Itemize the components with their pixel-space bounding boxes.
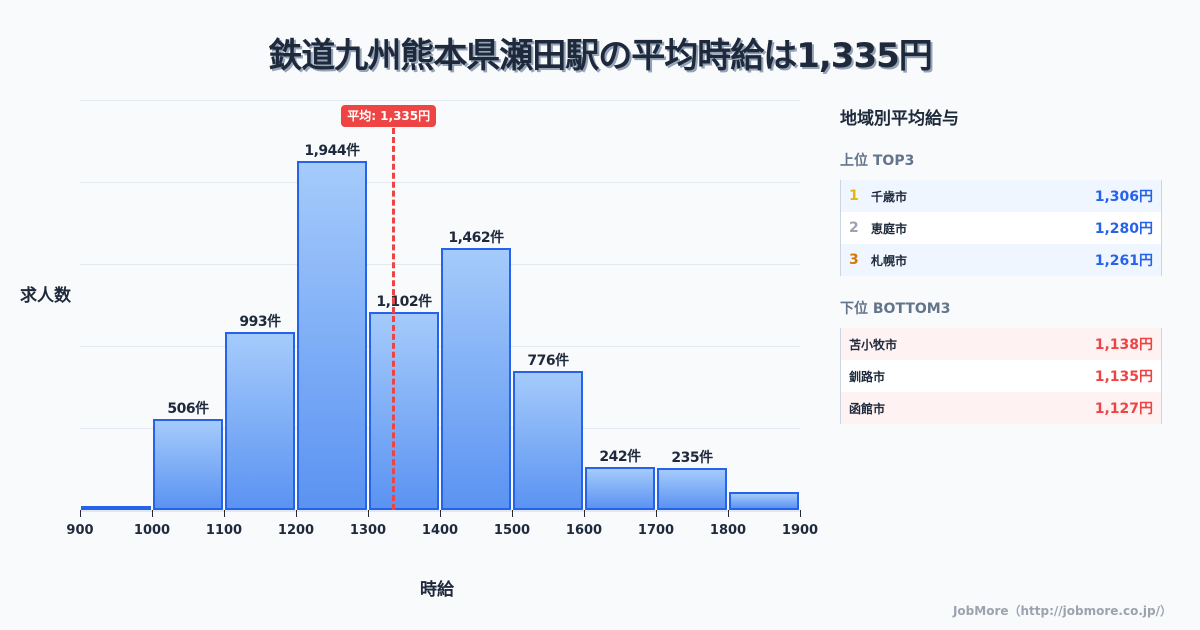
x-tick-label: 1900 [781,523,819,538]
bar-value-label: 1,462件 [448,229,504,246]
city-name: 函館市 [849,401,886,416]
histogram-bar [729,492,799,510]
city-wage: 1,261円 [1094,253,1153,269]
x-axis-label: 時給 [420,580,454,600]
city-wage: 1,127円 [1094,401,1153,417]
bar-value-label: 1,944件 [304,143,360,159]
bar-value-label: 993件 [239,313,281,330]
histogram-chart: 506件 993件 1,944件 1,102件 1,462件 776件 242件 235件 9… [20,100,818,600]
page-title: 鉄道九州熊本県瀬田駅の平均時給は1,335円 [268,36,933,76]
city-name: 釧路市 [849,369,886,384]
histogram-bar [369,312,439,510]
x-tick-label: 1300 [349,523,387,538]
top3-row: 2 恵庭市 1,280円 [841,212,1161,244]
city-name: 千歳市 [871,189,908,204]
gridline [80,100,800,101]
x-tick [296,510,297,517]
gridline [80,182,800,183]
city-name: 苫小牧市 [849,337,898,352]
histogram-bar [657,467,727,510]
histogram-bar [297,161,367,510]
bar-value-label: 235件 [671,449,713,466]
bar-value-label: 506件 [167,401,209,418]
gridline [80,346,800,347]
city-name: 札幌市 [871,253,908,268]
histogram-bar [225,331,295,510]
rank-number: 3 [849,252,859,268]
top3-table: 1 千歳市 1,306円 2 恵庭市 1,280円 3 札幌市 1,261円 [840,180,1162,276]
bottom3-table: 苫小牧市 1,138円 釧路市 1,135円 函館市 1,127円 [840,328,1162,424]
x-tick [224,510,225,517]
x-tick-label: 1500 [493,523,531,538]
city-wage: 1,306円 [1094,189,1153,205]
x-tick [656,510,657,517]
histogram-bar [441,247,511,510]
mean-badge: 平均: 1,335円 [341,105,437,127]
histogram-bar [81,506,151,510]
histogram-bar [153,419,223,510]
source-credit: JobMore（http://jobmore.co.jp/） [952,604,1172,618]
bar-value-label: 1,102件 [376,294,432,311]
histogram-bar [513,370,583,510]
histogram-bar [585,466,655,510]
gridline [80,428,800,429]
x-tick [512,510,513,517]
panel-title: 地域別平均給与 [840,109,959,129]
mean-line [392,128,396,510]
x-tick [368,510,369,517]
gridline [80,264,800,265]
bottom3-heading: 下位 BOTTOM3 [840,301,951,317]
x-tick-label: 1600 [565,523,603,538]
bar-value-label: 242件 [599,448,641,465]
x-tick [152,510,153,517]
bottom3-row: 函館市 1,127円 [841,392,1161,424]
x-tick [584,510,585,517]
top3-row: 1 千歳市 1,306円 [841,180,1161,212]
city-wage: 1,138円 [1094,337,1153,353]
x-tick-label: 900 [66,523,94,538]
top3-row: 3 札幌市 1,261円 [841,244,1161,276]
city-wage: 1,280円 [1094,221,1153,237]
bar-value-label: 776件 [527,352,569,369]
x-tick [800,510,801,517]
x-tick-label: 1000 [133,523,171,538]
city-wage: 1,135円 [1094,369,1153,385]
x-tick [80,510,81,517]
x-tick [440,510,441,517]
top3-heading: 上位 TOP3 [840,153,915,169]
x-tick-label: 1200 [277,523,315,538]
x-tick-label: 1700 [637,523,675,538]
x-tick-label: 1100 [205,523,243,538]
y-axis-label: 求人数 [20,286,71,306]
rank-number: 1 [849,188,859,204]
rank-number: 2 [849,220,859,236]
x-tick-label: 1800 [709,523,747,538]
bottom3-row: 苫小牧市 1,138円 [841,328,1161,360]
bottom3-row: 釧路市 1,135円 [841,360,1161,392]
x-tick [728,510,729,517]
regional-salary-panel: 地域別平均給与 上位 TOP3 1 千歳市 1,306円 2 恵庭市 1,280… [840,104,1162,424]
city-name: 恵庭市 [871,221,908,236]
x-tick-label: 1400 [421,523,459,538]
